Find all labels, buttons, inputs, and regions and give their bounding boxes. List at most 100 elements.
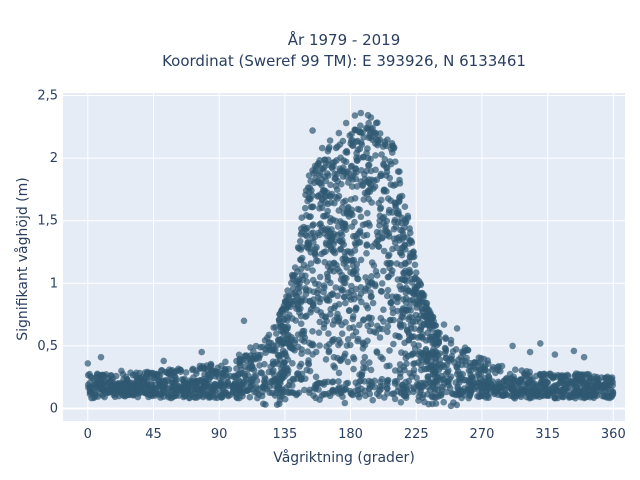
x-tick-labels: 0 45 90 135 180 225 270 315 360 [84, 427, 626, 442]
data-point [108, 372, 115, 379]
data-point [440, 321, 448, 328]
data-point [447, 373, 455, 381]
data-point [386, 362, 393, 370]
data-point [604, 373, 611, 381]
data-point [453, 401, 461, 409]
data-point [171, 379, 179, 387]
data-point [341, 293, 348, 301]
data-point [283, 340, 291, 347]
data-point [341, 249, 349, 256]
data-point [165, 385, 172, 392]
data-point [276, 396, 284, 404]
data-point [501, 382, 509, 390]
data-point [315, 329, 323, 337]
data-point [306, 367, 314, 375]
data-point [360, 359, 367, 366]
data-point [155, 383, 163, 390]
data-point [206, 393, 213, 400]
data-point [349, 176, 356, 183]
data-point [373, 135, 380, 143]
data-point [476, 383, 484, 391]
x-tick-label: 0 [84, 427, 92, 442]
data-point [372, 268, 380, 275]
data-point [492, 383, 500, 391]
data-point [334, 292, 342, 300]
data-point [294, 331, 302, 338]
data-point [465, 367, 473, 374]
data-point [366, 222, 373, 229]
data-point [459, 388, 466, 396]
data-point [362, 285, 370, 292]
data-point [410, 384, 418, 391]
data-point [368, 259, 376, 266]
data-point [302, 290, 310, 298]
data-point [280, 315, 288, 323]
data-point [286, 378, 294, 386]
data-point [365, 195, 373, 203]
data-point [346, 324, 353, 332]
data-point [363, 241, 371, 248]
data-point [364, 188, 372, 195]
data-point [297, 256, 304, 263]
data-point [232, 373, 239, 381]
data-point [497, 367, 504, 375]
data-point [360, 196, 368, 203]
y-tick-label: 0,5 [37, 339, 58, 354]
data-point [149, 369, 157, 377]
data-point [201, 364, 208, 372]
data-point [337, 389, 345, 397]
data-point [603, 390, 610, 398]
data-point [521, 371, 528, 378]
data-point [442, 370, 450, 378]
data-point [386, 264, 393, 272]
data-point [325, 330, 332, 337]
data-point [175, 365, 182, 373]
data-point [261, 337, 269, 344]
data-point [423, 356, 430, 363]
data-point [198, 348, 205, 356]
data-point [381, 394, 388, 401]
data-point [295, 245, 303, 252]
data-point [365, 119, 372, 127]
data-point [270, 324, 277, 331]
data-point [477, 392, 485, 400]
data-point [387, 299, 394, 307]
data-point [374, 322, 381, 330]
data-point [237, 383, 245, 390]
data-point [412, 269, 420, 276]
data-point [551, 351, 559, 358]
data-point [310, 392, 317, 399]
data-point [340, 241, 348, 248]
data-point [393, 260, 401, 267]
data-point [339, 286, 347, 294]
data-point [595, 376, 602, 384]
data-point [84, 360, 92, 367]
data-point [296, 238, 304, 245]
data-point [341, 399, 349, 407]
data-point [376, 205, 384, 213]
data-point [379, 234, 386, 241]
data-point [326, 137, 334, 144]
data-point [307, 203, 315, 211]
data-point [408, 279, 416, 286]
data-point [338, 180, 345, 188]
data-point [363, 149, 370, 157]
data-point [329, 378, 337, 386]
data-point [585, 392, 592, 399]
data-point [115, 392, 123, 400]
data-point [431, 371, 439, 378]
data-point [364, 209, 371, 217]
data-point [377, 170, 385, 178]
data-point [380, 267, 387, 275]
data-point [289, 315, 296, 322]
chart-title-line1: År 1979 - 2019 [288, 30, 401, 49]
data-point [353, 183, 361, 190]
data-point [273, 330, 280, 337]
data-point [454, 383, 462, 391]
data-point [314, 193, 322, 200]
data-point [184, 387, 191, 394]
data-point [208, 367, 215, 374]
data-point [312, 373, 320, 381]
data-point [387, 160, 395, 168]
data-point [525, 380, 532, 388]
